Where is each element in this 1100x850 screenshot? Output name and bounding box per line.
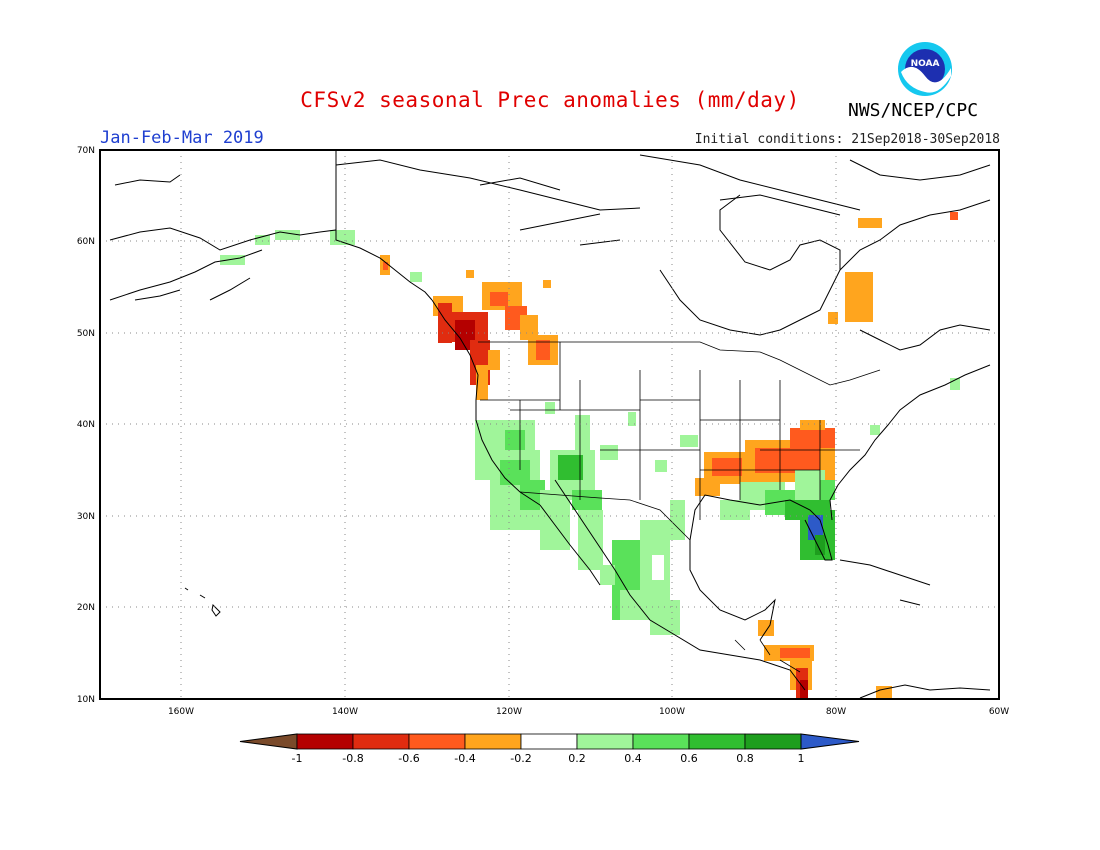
noaa-logo: NOAA <box>898 42 952 96</box>
anomaly-mexico <box>600 435 698 635</box>
anomaly-se-alaska <box>380 255 390 275</box>
colorbar-label: -1 <box>292 752 303 765</box>
lat-label: 30N <box>77 512 95 522</box>
lat-axis-labels: 70N 60N 50N 40N 30N 20N 10N <box>77 146 95 705</box>
colorbar-arrow-high <box>800 733 860 750</box>
lat-label: 50N <box>77 329 95 339</box>
colorbar-labels: -1 -0.8 -0.6 -0.4 -0.2 0.2 0.4 0.6 0.8 1 <box>292 752 805 765</box>
lat-label: 20N <box>77 603 95 613</box>
colorbar-label: -0.8 <box>342 752 363 765</box>
colorbar-swatch <box>520 733 578 750</box>
colorbar-label: 1 <box>798 752 805 765</box>
anomaly-quebec-labrador <box>828 212 958 324</box>
colorbar-label: -0.6 <box>398 752 419 765</box>
anomaly-ohio-tennessee-valley <box>695 420 835 496</box>
colorbar-swatch <box>632 733 690 750</box>
coastlines <box>109 150 991 699</box>
lat-label: 10N <box>77 695 95 705</box>
lat-label: 40N <box>77 420 95 430</box>
political-borders <box>478 341 881 673</box>
colorbar-swatch <box>352 733 410 750</box>
colorbar-swatch <box>576 733 634 750</box>
anomaly-east-misc <box>870 378 960 435</box>
season-label: Jan-Feb-Mar 2019 <box>100 128 264 148</box>
lon-label: 120W <box>496 707 522 717</box>
colorbar-swatch <box>744 733 802 750</box>
agency-label: NWS/NCEP/CPC <box>848 100 979 121</box>
colorbar-swatch <box>296 733 354 750</box>
colorbar-swatch <box>464 733 522 750</box>
colorbar-arrow-low <box>239 733 298 750</box>
lon-label: 160W <box>168 707 194 717</box>
colorbar-label: 0.6 <box>680 752 698 765</box>
lon-axis-labels: 160W 140W 120W 100W 80W 60W <box>168 707 1009 717</box>
lon-label: 60W <box>989 707 1009 717</box>
logo-text: NOAA <box>911 59 940 69</box>
lon-label: 100W <box>659 707 685 717</box>
colorbar-label: 0.4 <box>624 752 642 765</box>
lon-label: 80W <box>826 707 846 717</box>
colorbar-label: 0.8 <box>736 752 754 765</box>
anomaly-central-america <box>758 620 892 698</box>
colorbar-swatches <box>239 733 860 750</box>
lat-label: 60N <box>77 237 95 247</box>
colorbar-label: -0.2 <box>510 752 531 765</box>
colorbar-label: 0.2 <box>568 752 586 765</box>
anomaly-bc-interior <box>466 270 558 365</box>
colorbar-swatch <box>688 733 746 750</box>
colorbar-swatch <box>408 733 466 750</box>
anomaly-pacific-northwest <box>433 296 500 400</box>
lon-label: 140W <box>332 707 358 717</box>
colorbar-label: -0.4 <box>454 752 475 765</box>
lat-label: 70N <box>77 146 95 156</box>
map-frame <box>99 149 1000 700</box>
map-title: CFSv2 seasonal Prec anomalies (mm/day) <box>300 88 800 112</box>
initial-conditions-label: Initial conditions: 21Sep2018-30Sep2018 <box>694 132 1000 147</box>
